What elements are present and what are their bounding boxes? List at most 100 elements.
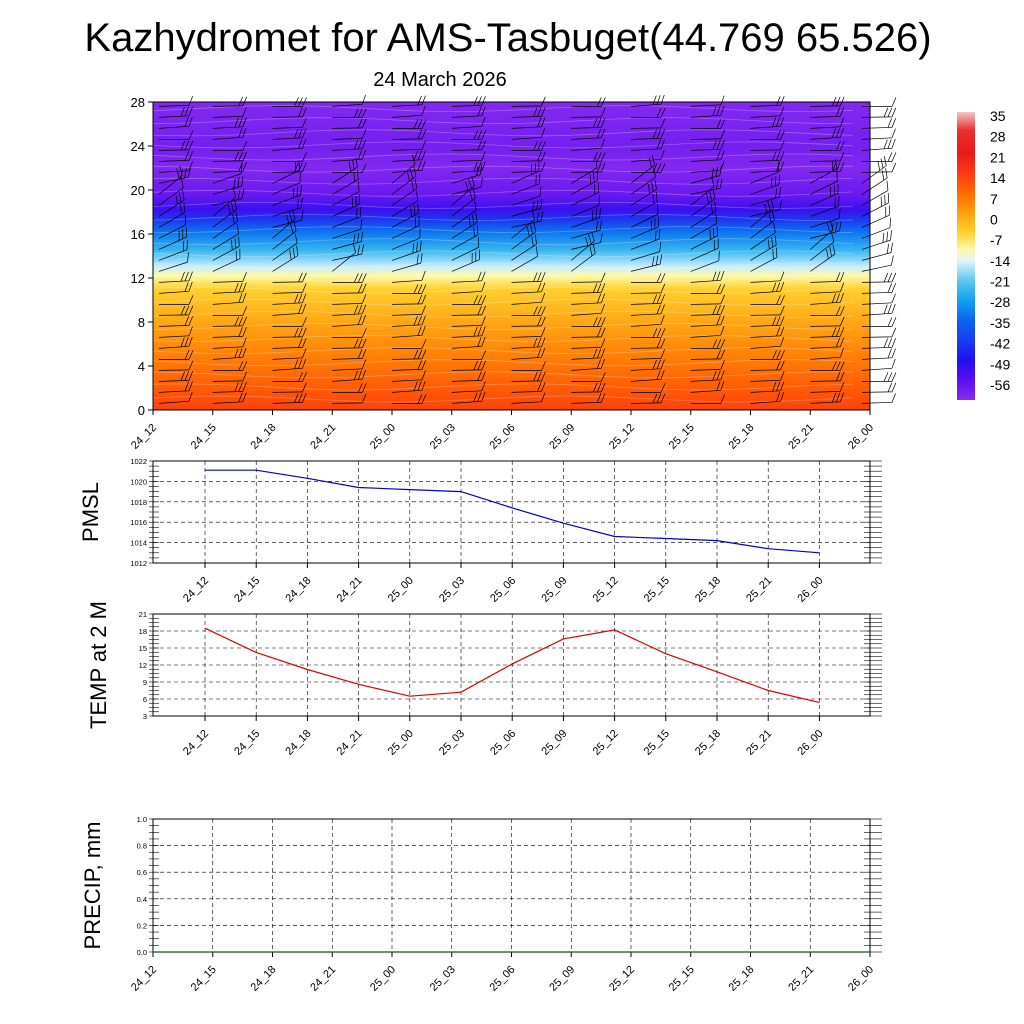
wind-barb-feather	[180, 271, 185, 282]
wind-barb-feather	[478, 237, 480, 248]
wind-barb-feather	[715, 213, 718, 224]
wind-barb-shaft	[571, 171, 602, 173]
wind-barb-shaft	[750, 390, 781, 393]
wind-barb-feather	[715, 166, 718, 177]
wind-barb	[332, 383, 367, 393]
wind-barb-feather	[592, 348, 598, 359]
wind-barb-feather	[891, 118, 896, 128]
wind-barb-feather	[541, 361, 546, 371]
wind-barb-feather	[771, 210, 775, 221]
wind-barb-shaft	[451, 400, 482, 404]
wind-barb	[750, 295, 785, 305]
wind-barb-shaft	[690, 379, 721, 382]
wind-barb	[158, 316, 193, 327]
wind-barb-feather	[839, 392, 845, 402]
wind-barb	[571, 272, 606, 283]
wind-barb-feather	[719, 178, 723, 189]
wind-barb	[750, 391, 785, 404]
wind-barb-feather	[656, 338, 662, 349]
wind-barb	[451, 96, 486, 107]
wind-barb	[272, 338, 307, 349]
wind-barb-feather	[656, 192, 658, 202]
wind-barb-feather	[720, 349, 725, 360]
x-tick-label: 24_15	[189, 422, 219, 452]
wind-barb-feather	[889, 205, 890, 216]
wind-barb-feather	[716, 284, 722, 294]
wind-barb	[212, 337, 247, 349]
wind-barb-feather	[180, 140, 186, 151]
wind-barb-feather	[882, 232, 885, 243]
wind-barb	[391, 270, 426, 283]
wind-barb-feather	[188, 106, 193, 116]
wind-barb	[272, 118, 307, 129]
wind-barb-feather	[659, 241, 662, 252]
wind-barb-feather	[884, 194, 886, 205]
colorbar-label: 21	[990, 149, 1006, 165]
wind-barb	[272, 382, 307, 393]
wind-barb	[750, 222, 776, 250]
y-tick-label: 0.0	[137, 948, 147, 957]
wind-barb-feather	[883, 372, 889, 382]
wind-barb-shaft	[272, 367, 303, 371]
wind-barb-shaft	[571, 137, 602, 140]
wind-barb-feather	[889, 217, 891, 228]
wind-barb-feather	[188, 295, 194, 305]
wind-barb	[212, 117, 247, 129]
wind-barb-shaft	[511, 170, 540, 184]
wind-barb-shaft	[630, 164, 655, 184]
wind-barb-feather	[353, 108, 359, 118]
wind-barb-shaft	[630, 313, 661, 316]
y-tick-label: 1020	[130, 477, 147, 486]
wind-barb-feather	[839, 292, 844, 303]
wind-barb	[630, 349, 665, 360]
wind-barb-feather	[652, 95, 657, 105]
wind-barb-shaft	[810, 325, 841, 327]
wind-barb-feather	[479, 249, 480, 260]
wind-barb-shaft	[750, 345, 781, 349]
wind-barb-feather	[533, 337, 538, 348]
wind-barb-feather	[654, 218, 656, 229]
isotherm-contour	[152, 105, 854, 113]
wind-barb-feather	[890, 242, 893, 253]
wind-barb	[391, 305, 426, 316]
wind-barb-feather	[417, 119, 423, 129]
wind-barb-feather	[716, 271, 721, 281]
wind-barb	[332, 219, 363, 239]
wind-barb-shaft	[511, 391, 542, 393]
wind-barb	[810, 151, 845, 162]
wind-barb	[750, 371, 785, 382]
wind-barb	[158, 140, 194, 151]
wind-barb-feather	[298, 304, 303, 314]
wind-barb	[451, 200, 477, 228]
wind-barb	[511, 337, 546, 349]
wind-barb-feather	[302, 372, 307, 382]
wind-barb-feather	[178, 230, 180, 241]
wind-barb-shaft	[212, 221, 238, 239]
wind-barb-feather	[240, 163, 243, 174]
wind-barb-feather	[234, 238, 237, 249]
wind-barb	[391, 160, 426, 173]
wind-barb-feather	[658, 229, 661, 240]
wind-barb-feather	[421, 315, 426, 325]
wind-barb-feather	[298, 128, 303, 139]
wind-barb-shaft	[630, 251, 660, 261]
wind-barb-feather	[831, 392, 837, 403]
wind-barb-shaft	[212, 281, 243, 283]
wind-barb-feather	[831, 128, 836, 138]
wind-barb-feather	[477, 326, 482, 337]
wind-barb-feather	[541, 382, 546, 392]
x-tick-label: 25_15	[667, 964, 697, 994]
wind-barb-shaft	[571, 402, 602, 404]
wind-barb-feather	[541, 292, 546, 303]
wind-barb-shaft	[630, 323, 661, 327]
wind-barb-feather	[713, 227, 715, 238]
wind-barb-feather	[891, 317, 897, 327]
wind-barb-feather	[592, 382, 598, 393]
wind-barb	[861, 303, 896, 316]
wind-barb-feather	[187, 252, 189, 263]
wind-barb-shaft	[810, 160, 841, 162]
wind-barb-feather	[188, 381, 193, 391]
wind-barb-feather	[776, 117, 781, 127]
wind-barb-shaft	[630, 103, 661, 107]
wind-barb-feather	[541, 327, 546, 337]
